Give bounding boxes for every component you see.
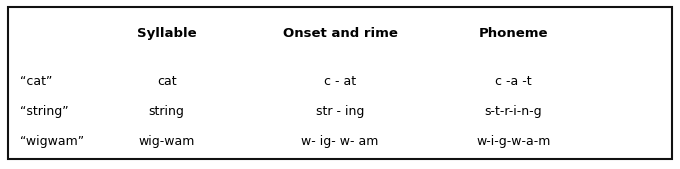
Text: string: string <box>149 105 184 118</box>
Text: wig-wam: wig-wam <box>139 136 194 148</box>
Text: str - ing: str - ing <box>316 105 364 118</box>
Text: “cat”: “cat” <box>20 75 53 88</box>
Text: Phoneme: Phoneme <box>479 27 548 40</box>
Text: w-i-g-w-a-m: w-i-g-w-a-m <box>476 136 551 148</box>
Text: Syllable: Syllable <box>137 27 197 40</box>
Text: s-t-r-i-n-g: s-t-r-i-n-g <box>485 105 542 118</box>
Text: Onset and rime: Onset and rime <box>283 27 397 40</box>
Text: cat: cat <box>157 75 176 88</box>
Text: c - at: c - at <box>324 75 356 88</box>
Text: c -a -t: c -a -t <box>495 75 532 88</box>
Text: w- ig- w- am: w- ig- w- am <box>301 136 379 148</box>
Text: “wigwam”: “wigwam” <box>20 136 84 148</box>
Text: “string”: “string” <box>20 105 69 118</box>
